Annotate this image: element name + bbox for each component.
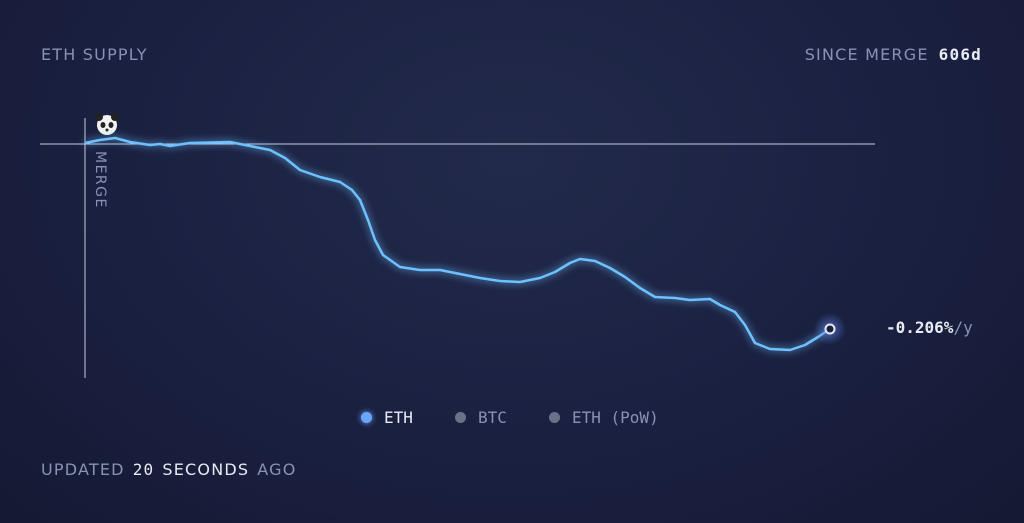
since-label: SINCE MERGE bbox=[804, 45, 929, 64]
legend-item[interactable]: BTC bbox=[455, 408, 507, 427]
legend-label: ETH (PoW) bbox=[572, 408, 659, 427]
rate: -0.206%/y bbox=[886, 318, 973, 337]
legend-item[interactable]: ETH bbox=[361, 408, 413, 427]
legend-dot bbox=[361, 412, 372, 423]
legend-dot bbox=[455, 412, 466, 423]
current-point bbox=[824, 323, 836, 335]
footer-text: UPDATED bbox=[41, 460, 125, 479]
widget-title: ETH SUPPLY bbox=[41, 45, 148, 64]
merge-label: MERGE bbox=[92, 151, 108, 209]
legend-label: BTC bbox=[478, 408, 507, 427]
legend-dot bbox=[549, 412, 560, 423]
footer-count: 20 bbox=[132, 460, 155, 479]
footer-unit: SECONDS bbox=[162, 460, 250, 479]
supply-chart: MERGE bbox=[40, 113, 875, 378]
rate-value: -0.206% bbox=[886, 318, 954, 337]
footer-text: AGO bbox=[257, 460, 297, 479]
since-merge: SINCE MERGE 606d bbox=[805, 45, 982, 64]
since-value: 606d bbox=[938, 45, 982, 64]
legend-item[interactable]: ETH (PoW) bbox=[549, 408, 659, 427]
eth-supply-line bbox=[84, 136, 831, 352]
updated-status: UPDATED 20 SECONDS AGO bbox=[41, 460, 297, 479]
rate-unit: /y bbox=[953, 318, 973, 337]
merge-icon bbox=[95, 113, 119, 135]
legend-label: ETH bbox=[384, 408, 413, 427]
